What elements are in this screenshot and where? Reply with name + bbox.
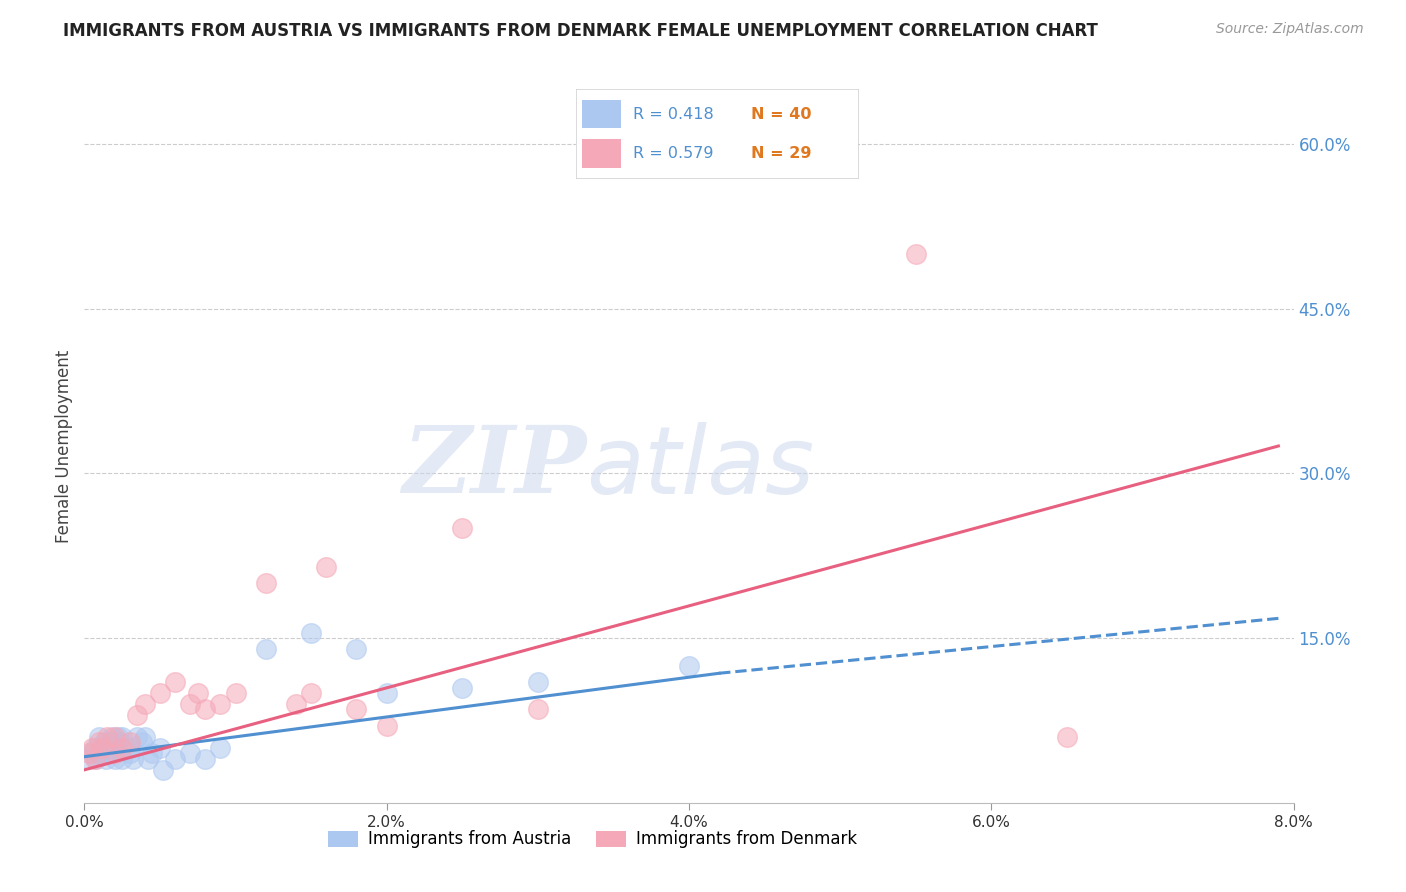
Point <box>127 708 149 723</box>
Point <box>89 730 111 744</box>
Text: IMMIGRANTS FROM AUSTRIA VS IMMIGRANTS FROM DENMARK FEMALE UNEMPLOYMENT CORRELATI: IMMIGRANTS FROM AUSTRIA VS IMMIGRANTS FR… <box>63 22 1098 40</box>
Point <box>89 747 111 761</box>
Text: Source: ZipAtlas.com: Source: ZipAtlas.com <box>1216 22 1364 37</box>
Point <box>96 730 118 744</box>
Point <box>80 747 103 761</box>
Point <box>165 675 187 690</box>
Point <box>299 686 322 700</box>
Text: atlas: atlas <box>586 422 814 513</box>
Text: N = 40: N = 40 <box>751 107 811 121</box>
Text: R = 0.579: R = 0.579 <box>633 146 713 161</box>
Point <box>127 730 149 744</box>
Text: R = 0.418: R = 0.418 <box>633 107 713 121</box>
Point <box>118 735 141 749</box>
Point <box>149 740 172 755</box>
Point <box>194 752 217 766</box>
Point <box>209 740 232 755</box>
Text: N = 29: N = 29 <box>751 146 811 161</box>
Point <box>1056 730 1078 744</box>
Point <box>152 763 174 777</box>
Point <box>179 697 201 711</box>
Point <box>375 719 398 733</box>
Point <box>225 686 247 700</box>
Point <box>80 740 103 755</box>
Point <box>93 735 115 749</box>
Point <box>187 686 209 700</box>
Point <box>77 747 100 761</box>
Point <box>111 740 134 755</box>
Point <box>108 735 131 749</box>
Point <box>91 740 114 755</box>
Bar <box>582 100 621 128</box>
Point <box>254 576 277 591</box>
Point <box>527 675 550 690</box>
Point <box>84 740 107 755</box>
Y-axis label: Female Unemployment: Female Unemployment <box>55 350 73 542</box>
Point <box>97 740 120 755</box>
Point <box>904 247 927 261</box>
Point <box>98 735 121 749</box>
Point <box>121 752 143 766</box>
Point <box>165 752 187 766</box>
Point <box>527 702 550 716</box>
Bar <box>582 139 621 168</box>
Point <box>375 686 398 700</box>
Point <box>86 752 108 766</box>
Point <box>118 747 141 761</box>
Point <box>96 747 118 761</box>
Point <box>285 697 308 711</box>
Point <box>104 740 127 755</box>
Point <box>134 730 156 744</box>
Point <box>104 752 127 766</box>
Point <box>194 702 217 716</box>
Point <box>299 625 322 640</box>
Point <box>104 730 127 744</box>
Point <box>100 730 122 744</box>
Point <box>107 730 129 744</box>
Point <box>149 686 172 700</box>
Point <box>209 697 232 711</box>
Point <box>111 730 134 744</box>
Point <box>77 752 100 766</box>
Point <box>346 702 368 716</box>
Point <box>179 747 201 761</box>
Text: ZIP: ZIP <box>402 423 586 512</box>
Point <box>451 681 474 695</box>
Point <box>141 747 163 761</box>
Point <box>678 658 700 673</box>
Point <box>91 740 114 755</box>
Point <box>94 752 117 766</box>
Point <box>254 642 277 657</box>
Point <box>136 752 159 766</box>
Point <box>451 521 474 535</box>
Point <box>89 735 111 749</box>
Point <box>118 740 141 755</box>
Point <box>315 559 337 574</box>
Point <box>131 735 153 749</box>
Point <box>111 752 134 766</box>
Point <box>104 747 127 761</box>
Point <box>134 697 156 711</box>
Point <box>84 752 107 766</box>
Legend: Immigrants from Austria, Immigrants from Denmark: Immigrants from Austria, Immigrants from… <box>321 824 863 855</box>
Point <box>346 642 368 657</box>
